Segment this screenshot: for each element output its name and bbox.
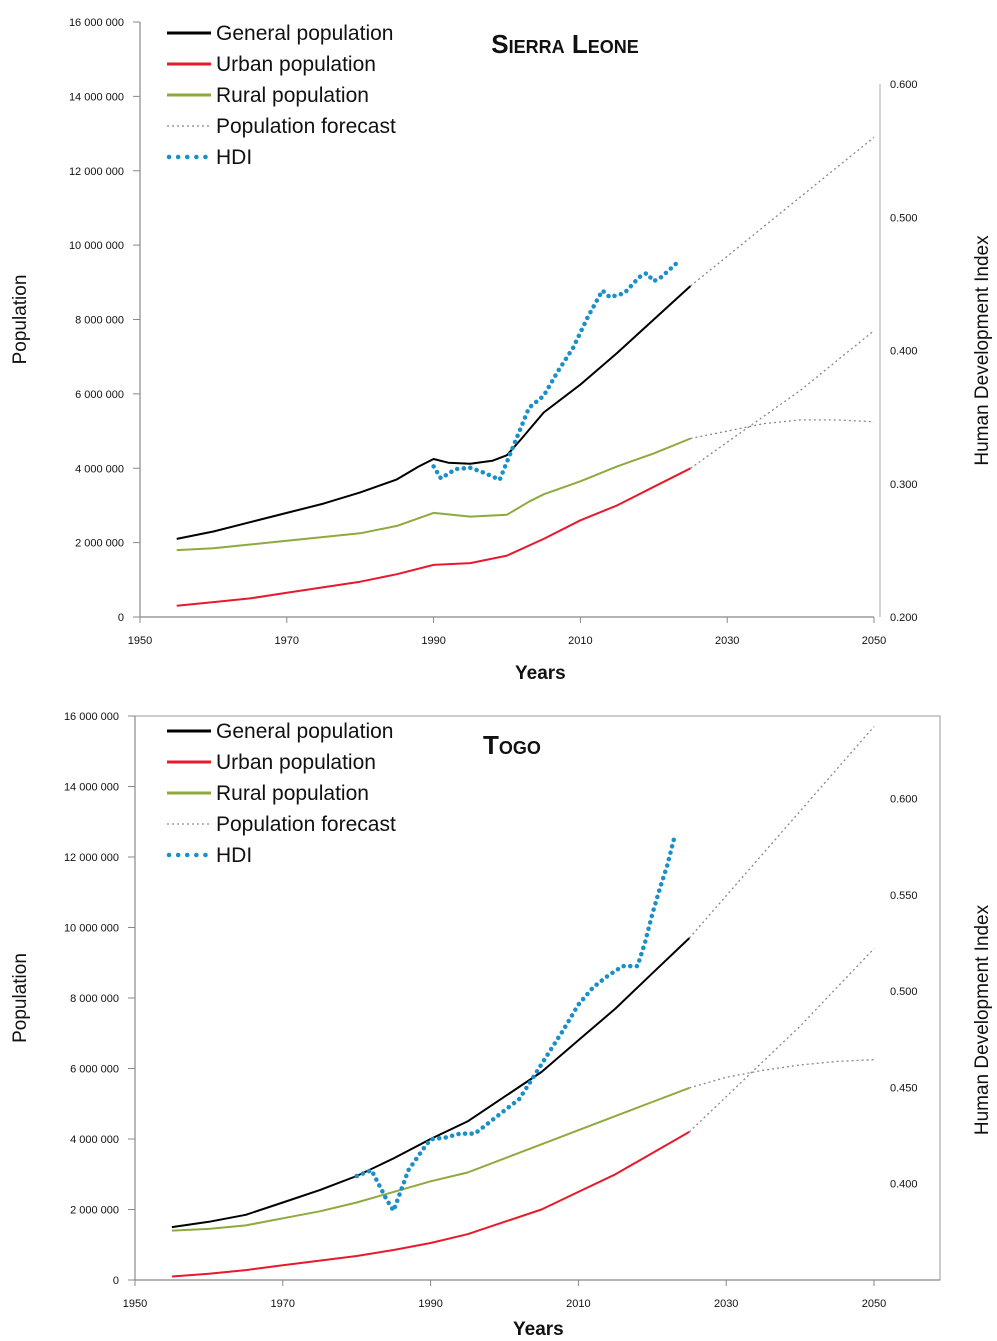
population-forecast-line-1	[688, 948, 875, 1133]
population-forecast-line-2	[689, 1059, 875, 1089]
legend-label-hdi: HDI	[216, 146, 252, 169]
y2-tick-label: 0.400	[890, 1179, 918, 1191]
y-tick-label: 16 000 000	[64, 711, 119, 723]
y2-tick-label: 0.300	[890, 479, 918, 491]
legend-label-rural-population: Rural population	[216, 782, 369, 805]
x-tick-label: 2030	[715, 635, 739, 647]
y-tick-label: 14 000 000	[69, 91, 124, 103]
x-tick-label: 2010	[568, 635, 592, 647]
y2-tick-label: 0.400	[890, 346, 918, 358]
x-tick-label: 2010	[566, 1298, 590, 1310]
y-axis-title: Population	[10, 953, 31, 1043]
x-tick-label: 2050	[862, 635, 886, 647]
legend-label-population-forecast: Population forecast	[216, 115, 396, 138]
x-axis-title: Years	[515, 663, 566, 684]
urban-population-line	[176, 467, 691, 607]
y-tick-label: 4 000 000	[70, 1134, 119, 1146]
general-population-line	[176, 285, 692, 540]
chart-title: Sierra Leone	[491, 29, 638, 59]
sierra-leone-chart-svg: 0 2 000 000 4 000 000 6 000 000 8 000 000 10 …	[10, 17, 993, 684]
y-tick-label: 10 000 000	[64, 923, 119, 935]
population-forecast-line-2	[690, 419, 875, 440]
legend-label-urban-population: Urban population	[216, 53, 376, 76]
x-tick-label: 1950	[128, 635, 152, 647]
y-tick-label: 12 000 000	[69, 166, 124, 178]
y2-axis-title: Human Development Index	[972, 904, 993, 1135]
y2-tick-label: 0.500	[890, 212, 918, 224]
x-axis-title: Years	[513, 1319, 564, 1340]
sierra-leone-chart: 0 2 000 000 4 000 000 6 000 000 8 000 000 10 …	[10, 17, 993, 684]
y-tick-label: 12 000 000	[64, 852, 119, 864]
y-tick-label: 14 000 000	[64, 782, 119, 794]
y-tick-label: 16 000 000	[69, 17, 124, 29]
legend-label-population-forecast: Population forecast	[216, 813, 396, 836]
urban-population-line	[171, 1131, 690, 1278]
y2-tick-label: 0.550	[890, 890, 918, 902]
y-tick-label: 2 000 000	[70, 1205, 119, 1217]
population-forecast-line-0	[688, 726, 875, 939]
y2-tick-label: 0.600	[890, 79, 918, 91]
y2-tick-label: 0.200	[890, 612, 918, 624]
x-tick-label: 1970	[275, 635, 299, 647]
y-tick-label: 8 000 000	[70, 993, 119, 1005]
population-forecast-line-0	[690, 136, 875, 287]
population-forecast-line-1	[690, 330, 875, 469]
y-tick-label: 2 000 000	[75, 538, 124, 550]
legend-label-general-population: General population	[216, 720, 393, 743]
legend-label-hdi: HDI	[216, 844, 252, 867]
y-tick-label: 0	[118, 612, 124, 624]
x-tick-label: 1990	[421, 635, 445, 647]
x-tick-label: 2030	[714, 1298, 738, 1310]
y2-tick-label: 0.450	[890, 1082, 918, 1094]
y-tick-label: 10 000 000	[69, 240, 124, 252]
legend-label-urban-population: Urban population	[216, 751, 376, 774]
y-tick-label: 4 000 000	[75, 463, 124, 475]
rural-population-line	[176, 437, 691, 552]
x-tick-label: 1970	[271, 1298, 295, 1310]
x-tick-label: 1950	[123, 1298, 147, 1310]
x-tick-label: 2050	[862, 1298, 886, 1310]
togo-chart-svg: 0 2 000 000 4 000 000 6 000 000 8 000 000 10 …	[10, 711, 993, 1340]
y2-axis-title: Human Development Index	[972, 235, 993, 466]
hdi-line	[431, 261, 679, 483]
hdi-line	[354, 834, 677, 1213]
y-tick-label: 6 000 000	[75, 389, 124, 401]
x-tick-label: 1990	[418, 1298, 442, 1310]
rural-population-line	[171, 1086, 690, 1232]
y-axis-title: Population	[10, 275, 31, 365]
general-population-line	[171, 937, 690, 1229]
y2-tick-label: 0.500	[890, 986, 918, 998]
y-tick-label: 8 000 000	[75, 315, 124, 327]
legend-label-rural-population: Rural population	[216, 84, 369, 107]
togo-chart: 0 2 000 000 4 000 000 6 000 000 8 000 000 10 …	[0, 690, 997, 1341]
legend-label-general-population: General population	[216, 22, 393, 45]
y-tick-label: 6 000 000	[70, 1064, 119, 1076]
chart-title: Togo	[483, 730, 541, 760]
y-tick-label: 0	[113, 1275, 119, 1287]
y2-tick-label: 0.600	[890, 794, 918, 806]
